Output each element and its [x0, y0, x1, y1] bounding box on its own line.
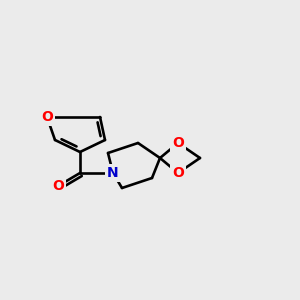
Text: O: O: [41, 110, 53, 124]
Text: O: O: [52, 179, 64, 193]
Text: O: O: [172, 166, 184, 180]
Text: O: O: [172, 136, 184, 150]
Text: N: N: [107, 166, 119, 180]
